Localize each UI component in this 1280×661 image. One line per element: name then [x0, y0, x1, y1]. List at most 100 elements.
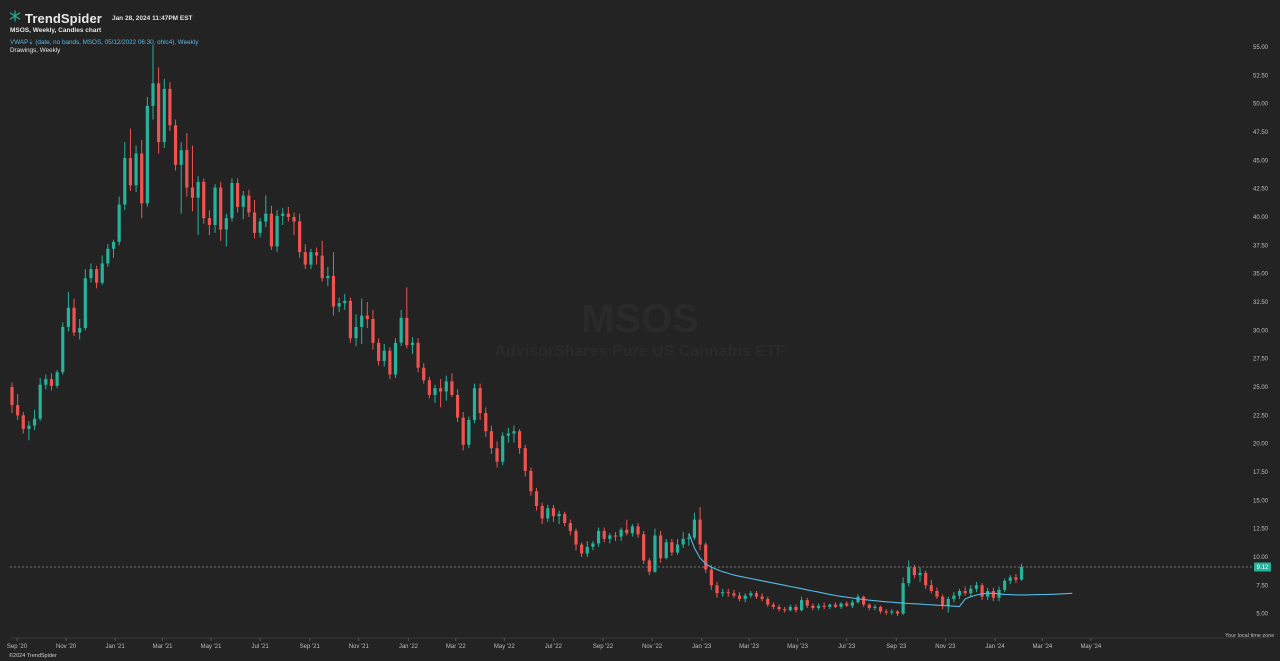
candle[interactable]: [32, 409, 37, 431]
candle[interactable]: [1008, 575, 1012, 585]
candle[interactable]: [884, 609, 888, 615]
candle[interactable]: [715, 581, 719, 598]
candle[interactable]: [343, 294, 347, 310]
candle[interactable]: [157, 67, 161, 154]
candle[interactable]: [230, 178, 234, 222]
candle[interactable]: [907, 560, 911, 587]
candle[interactable]: [912, 564, 916, 579]
candle[interactable]: [670, 538, 674, 556]
candle[interactable]: [241, 190, 245, 220]
candle[interactable]: [737, 592, 742, 602]
candle[interactable]: [213, 184, 217, 233]
candle[interactable]: [78, 319, 82, 340]
candle[interactable]: [320, 240, 324, 282]
candle[interactable]: [935, 587, 939, 599]
candle[interactable]: [642, 530, 646, 564]
candle[interactable]: [196, 176, 200, 236]
candle[interactable]: [743, 593, 747, 603]
candle[interactable]: [478, 383, 482, 420]
candle[interactable]: [461, 411, 465, 451]
candle[interactable]: [890, 609, 894, 615]
candle[interactable]: [331, 252, 336, 316]
candle[interactable]: [145, 96, 149, 207]
candle[interactable]: [55, 370, 59, 389]
candle[interactable]: [760, 593, 764, 602]
candle[interactable]: [140, 139, 144, 219]
candle[interactable]: [941, 594, 945, 610]
candle[interactable]: [173, 119, 178, 171]
drawings-legend[interactable]: Drawings, Weekly: [10, 47, 61, 54]
candle[interactable]: [399, 309, 403, 347]
candle[interactable]: [681, 532, 685, 548]
candle[interactable]: [10, 382, 14, 414]
candle[interactable]: [433, 384, 437, 403]
candle[interactable]: [117, 196, 121, 246]
candle[interactable]: [298, 213, 302, 258]
candle[interactable]: [21, 411, 25, 434]
candle[interactable]: [360, 298, 364, 344]
candle[interactable]: [128, 128, 133, 191]
candle[interactable]: [377, 338, 381, 366]
candle[interactable]: [1019, 563, 1024, 581]
candle[interactable]: [833, 602, 838, 608]
candle[interactable]: [732, 589, 736, 598]
candle[interactable]: [252, 200, 257, 239]
candle[interactable]: [862, 595, 866, 607]
candle[interactable]: [450, 373, 454, 398]
candle[interactable]: [382, 343, 386, 367]
candle[interactable]: [613, 532, 618, 542]
candle[interactable]: [822, 602, 826, 610]
candle[interactable]: [371, 309, 375, 350]
candle[interactable]: [66, 291, 70, 332]
candle[interactable]: [828, 603, 832, 610]
candle[interactable]: [106, 244, 110, 267]
candle[interactable]: [704, 542, 708, 573]
candle[interactable]: [918, 567, 922, 582]
candle[interactable]: [952, 592, 956, 603]
candle[interactable]: [845, 601, 849, 607]
candle[interactable]: [416, 338, 420, 373]
candle[interactable]: [534, 487, 539, 511]
candle[interactable]: [439, 379, 443, 408]
candle[interactable]: [924, 570, 928, 589]
candle[interactable]: [83, 269, 87, 331]
candle[interactable]: [202, 178, 206, 224]
candle[interactable]: [95, 265, 99, 289]
candle[interactable]: [292, 212, 296, 236]
candle[interactable]: [179, 142, 183, 214]
candle[interactable]: [337, 297, 341, 313]
candle[interactable]: [89, 263, 93, 283]
candle[interactable]: [788, 604, 792, 612]
candle[interactable]: [816, 603, 821, 611]
candle[interactable]: [619, 527, 623, 542]
local-time-zone-label[interactable]: Your local time zone: [1225, 633, 1275, 639]
candle[interactable]: [309, 248, 313, 270]
candle[interactable]: [805, 597, 809, 608]
candle[interactable]: [269, 205, 274, 250]
candle[interactable]: [388, 347, 392, 380]
candle[interactable]: [168, 82, 172, 131]
candle[interactable]: [518, 428, 522, 454]
candle[interactable]: [963, 586, 967, 596]
candle[interactable]: [630, 524, 634, 537]
candle[interactable]: [749, 591, 753, 598]
candle[interactable]: [314, 247, 319, 265]
candle[interactable]: [580, 542, 584, 557]
candle[interactable]: [72, 298, 76, 336]
candle[interactable]: [49, 373, 54, 391]
candles[interactable]: [10, 44, 1024, 616]
candle[interactable]: [726, 588, 730, 597]
candle[interactable]: [16, 393, 20, 420]
candle[interactable]: [664, 538, 668, 560]
candle[interactable]: [709, 564, 713, 590]
candle[interactable]: [523, 444, 527, 477]
vwap-legend[interactable]: VWAP⇣ (date, no bands, MSOS, 05/12/2022 …: [10, 39, 199, 46]
candle[interactable]: [980, 583, 984, 601]
candle[interactable]: [247, 189, 251, 217]
candle[interactable]: [27, 421, 31, 441]
candle[interactable]: [38, 377, 42, 421]
candle[interactable]: [585, 541, 589, 557]
candle[interactable]: [123, 142, 127, 211]
candle[interactable]: [771, 602, 775, 610]
